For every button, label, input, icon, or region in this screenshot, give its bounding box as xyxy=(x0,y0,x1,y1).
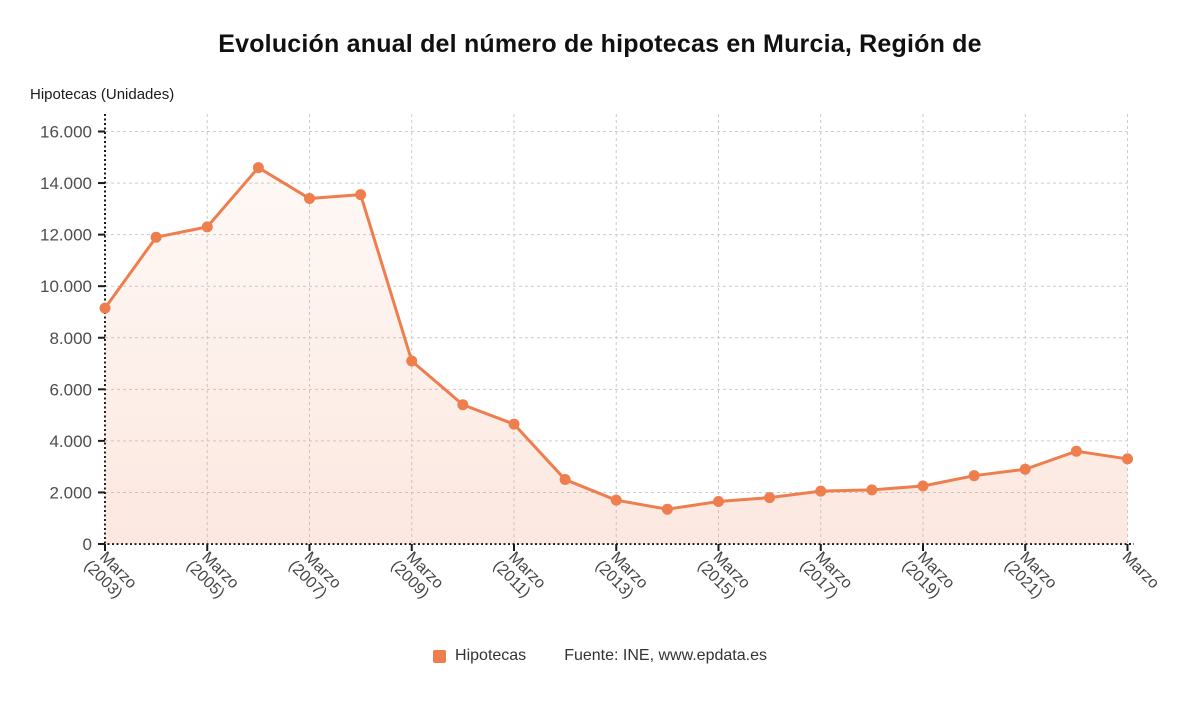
data-point[interactable] xyxy=(99,302,111,314)
data-point[interactable] xyxy=(1122,453,1133,465)
y-tick-label: 12.000 xyxy=(40,226,92,245)
legend-item-hipotecas[interactable]: Hipotecas xyxy=(433,647,526,665)
x-tick-label: Marzo(2005) xyxy=(183,549,242,602)
y-tick-label: 6.000 xyxy=(49,380,92,399)
y-tick-label: 2.000 xyxy=(49,483,92,502)
legend-label: Hipotecas xyxy=(455,647,527,664)
data-point[interactable] xyxy=(252,162,264,174)
y-tick-label: 8.000 xyxy=(49,329,92,348)
svg-text:Marzo: Marzo xyxy=(1119,549,1163,593)
x-tick-label: Marzo(2019) xyxy=(899,549,958,602)
data-point[interactable] xyxy=(1019,463,1031,475)
chart-title: Evolución anual del número de hipotecas … xyxy=(218,30,982,58)
data-point[interactable] xyxy=(866,484,878,496)
data-point[interactable] xyxy=(764,492,776,504)
source-text: Fuente: INE, www.epdata.es xyxy=(564,647,767,664)
x-tick-label: Marzo(2009) xyxy=(387,549,446,602)
x-tick-label: Marzo(2011) xyxy=(490,549,549,601)
y-axis-title: Hipotecas (Unidades) xyxy=(30,86,175,103)
data-point[interactable] xyxy=(150,231,162,243)
y-tick-label: 16.000 xyxy=(40,123,92,142)
data-point[interactable] xyxy=(559,474,571,486)
x-tick-label: Marzo xyxy=(1119,549,1163,593)
data-point[interactable] xyxy=(1070,445,1082,457)
x-tick-label: Marzo(2017) xyxy=(796,549,855,602)
y-tick-label: 4.000 xyxy=(49,432,92,451)
data-point[interactable] xyxy=(201,221,213,233)
data-point[interactable] xyxy=(457,399,469,411)
data-point[interactable] xyxy=(508,418,520,430)
x-tick-label: Marzo(2015) xyxy=(694,549,753,602)
y-tick-label: 0 xyxy=(83,535,92,554)
data-point[interactable] xyxy=(968,470,980,482)
x-tick-label: Marzo(2003) xyxy=(81,549,140,602)
x-tick-label: Marzo(2013) xyxy=(592,549,651,602)
x-tick-label: Marzo(2007) xyxy=(285,549,344,602)
series-area xyxy=(105,167,1128,544)
data-point[interactable] xyxy=(304,193,315,205)
y-tick-label: 10.000 xyxy=(40,277,92,296)
y-tick-label: 14.000 xyxy=(40,174,92,193)
data-point[interactable] xyxy=(610,494,622,506)
data-point[interactable] xyxy=(406,355,418,367)
legend-swatch-icon xyxy=(433,649,447,663)
data-point[interactable] xyxy=(917,480,929,492)
data-point[interactable] xyxy=(713,495,724,507)
chart-footer: Hipotecas Fuente: INE, www.epdata.es xyxy=(0,647,1200,665)
data-point[interactable] xyxy=(355,189,367,201)
data-point[interactable] xyxy=(815,485,827,497)
x-tick-label: Marzo(2021) xyxy=(1001,549,1060,602)
chart-canvas: 0 2.000 4.000 6.000 8.000 10.000 12.000 14.000 1… xyxy=(40,114,1163,602)
data-point[interactable] xyxy=(661,503,673,515)
